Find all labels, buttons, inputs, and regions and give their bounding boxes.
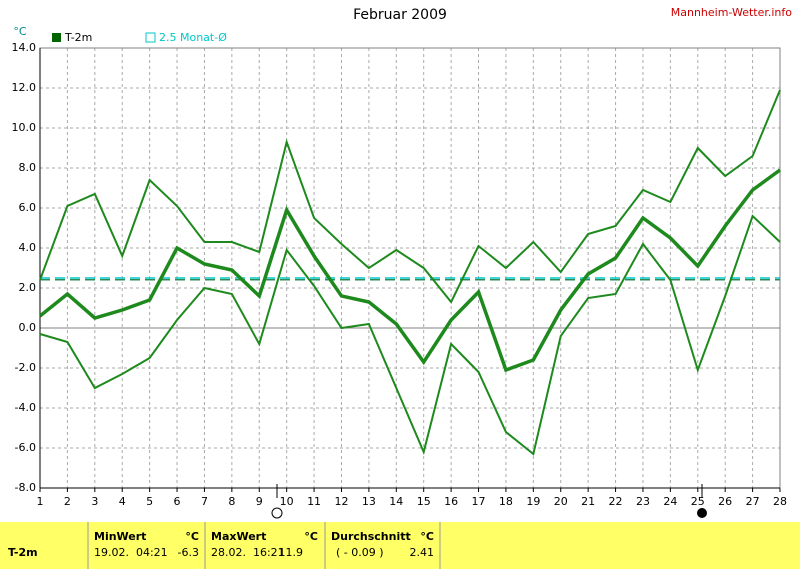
x-tick-label: 18 — [499, 495, 513, 508]
x-tick-label: 21 — [581, 495, 595, 508]
table-header: °C — [420, 530, 434, 543]
table-header: Durchschnitt — [331, 530, 411, 543]
y-tick-label: 12.0 — [12, 81, 37, 94]
y-tick-label: -8.0 — [15, 481, 36, 494]
table-cell: 11.9 — [279, 546, 304, 559]
y-tick-label: 2.0 — [19, 281, 37, 294]
y-tick-label: 8.0 — [19, 161, 37, 174]
data-line — [39, 89, 781, 304]
x-tick-label: 16 — [444, 495, 458, 508]
x-tick-label: 24 — [663, 495, 677, 508]
table-cell: 19.02. 04:21 — [94, 546, 168, 559]
x-tick-label: 23 — [636, 495, 650, 508]
table-cell: 2.41 — [410, 546, 435, 559]
x-tick-label: 11 — [307, 495, 321, 508]
x-tick-label: 17 — [472, 495, 486, 508]
x-tick-label: 2 — [64, 495, 71, 508]
x-tick-label: 22 — [609, 495, 623, 508]
x-tick-label: 26 — [718, 495, 732, 508]
x-tick-label: 15 — [417, 495, 431, 508]
y-tick-label: 4.0 — [19, 241, 37, 254]
y-tick-label: -2.0 — [15, 361, 36, 374]
y-tick-label: 14.0 — [12, 41, 37, 54]
legend-label: T-2m — [64, 31, 92, 44]
table-row-label: T-2m — [8, 546, 38, 559]
legend-swatch — [52, 33, 61, 42]
source: Mannheim-Wetter.info — [671, 6, 793, 19]
y-tick-label: -6.0 — [15, 441, 36, 454]
table-cell: -6.3 — [178, 546, 199, 559]
stats-band — [0, 522, 800, 569]
x-tick-label: 3 — [91, 495, 98, 508]
y-tick-label: -4.0 — [15, 401, 36, 414]
x-tick-label: 1 — [37, 495, 44, 508]
legend-label: 2.5 Monat-Ø — [159, 31, 227, 44]
x-tick-label: 6 — [174, 495, 181, 508]
table-header: MaxWert — [211, 530, 266, 543]
legend-swatch — [145, 32, 156, 43]
table-header: °C — [304, 530, 318, 543]
x-tick-label: 9 — [256, 495, 263, 508]
x-tick-label: 5 — [146, 495, 153, 508]
table-header: MinWert — [94, 530, 146, 543]
x-tick-label: 8 — [228, 495, 235, 508]
y-tick-label: 10.0 — [12, 121, 37, 134]
y-tick-label: 0.0 — [19, 321, 37, 334]
x-tick-label: 10 — [280, 495, 294, 508]
x-tick-label: 12 — [334, 495, 348, 508]
x-tick-label: 20 — [554, 495, 568, 508]
moon-phases — [271, 484, 707, 519]
x-tick-label: 13 — [362, 495, 376, 508]
chart-title: Februar 2009 — [353, 7, 447, 23]
data-line — [39, 214, 781, 456]
x-tick-label: 4 — [119, 495, 126, 508]
x-tick-label: 19 — [526, 495, 540, 508]
data-line — [38, 168, 782, 373]
table-cell: ( - 0.09 ) — [336, 546, 384, 559]
x-tick-label: 14 — [389, 495, 403, 508]
table-cell: 28.02. 16:21 — [211, 546, 285, 559]
table-separators — [87, 522, 441, 569]
y-tick-label: 6.0 — [19, 201, 37, 214]
table-header: °C — [185, 530, 199, 543]
x-tick-label: 25 — [691, 495, 705, 508]
x-tick-label: 28 — [773, 495, 787, 508]
y-axis-label: °C — [13, 25, 27, 38]
x-tick-label: 27 — [746, 495, 760, 508]
x-tick-label: 7 — [201, 495, 208, 508]
